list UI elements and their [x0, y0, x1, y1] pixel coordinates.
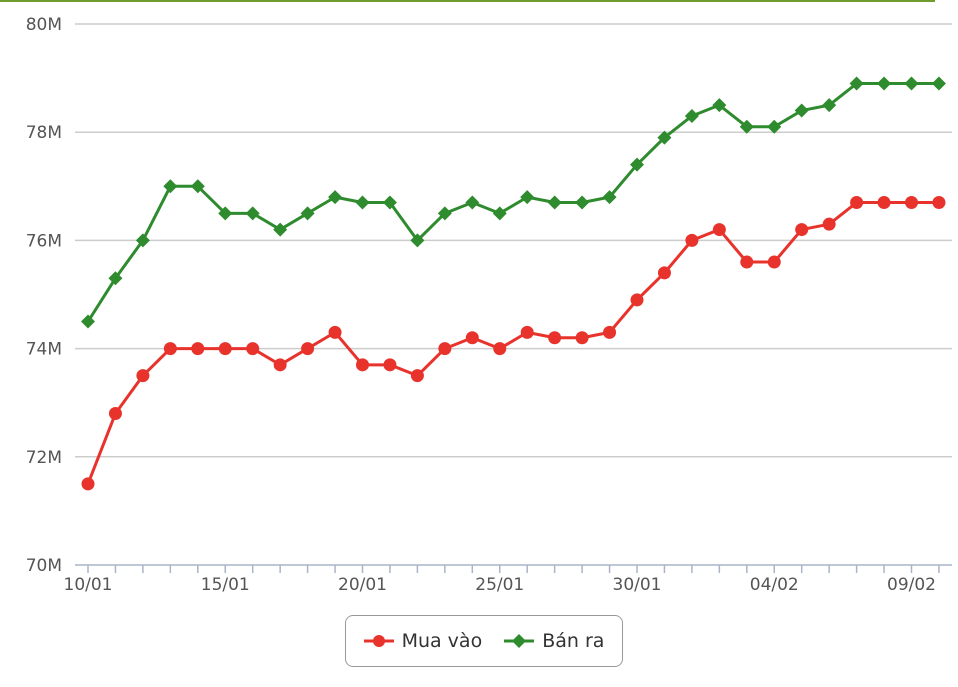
data-point: [382, 195, 397, 210]
data-point: [191, 342, 205, 356]
data-point: [547, 195, 562, 210]
data-point: [108, 271, 123, 286]
data-point: [355, 195, 370, 210]
data-point: [410, 233, 425, 248]
x-tick-label: 25/01: [475, 575, 524, 595]
legend-sell-label: Bán ra: [542, 630, 605, 652]
data-point: [245, 206, 260, 221]
data-point: [328, 190, 343, 205]
data-point: [767, 255, 781, 269]
data-point: [465, 195, 480, 210]
legend-item-buy[interactable]: Mua vào: [363, 630, 483, 652]
data-point: [822, 217, 836, 231]
data-point: [438, 342, 452, 356]
data-point: [850, 196, 864, 210]
data-point: [410, 369, 424, 383]
legend-buy-label: Mua vào: [401, 630, 483, 652]
grid-lines: [75, 23, 952, 458]
legend-sell-symbol: [504, 634, 535, 648]
data-point: [602, 190, 617, 205]
data-point: [273, 358, 287, 372]
x-tick-label: 30/01: [613, 575, 662, 595]
data-point: [218, 206, 233, 221]
y-tick-label: 72M: [26, 448, 62, 468]
data-point: [81, 314, 95, 329]
data-point: [301, 342, 315, 356]
data-point: [877, 196, 891, 210]
data-point: [931, 76, 946, 91]
data-point: [135, 233, 150, 248]
data-point: [328, 325, 342, 339]
data-point: [246, 342, 260, 356]
data-point: [108, 407, 122, 421]
chart-legend: Mua vào Bán ra: [345, 615, 623, 667]
data-point: [630, 157, 644, 172]
data-point: [136, 369, 150, 383]
data-point: [356, 358, 369, 372]
data-point: [904, 76, 919, 91]
data-point: [163, 342, 177, 356]
data-point: [437, 206, 452, 221]
y-tick-label: 70M: [26, 556, 62, 576]
series-line: [86, 82, 939, 323]
data-point: [712, 223, 726, 237]
y-tick-label: 74M: [26, 340, 62, 360]
legend-item-sell[interactable]: Bán ra: [504, 630, 604, 652]
data-point: [163, 179, 178, 194]
data-point: [767, 119, 782, 134]
y-tick-label: 76M: [26, 231, 62, 251]
data-point: [548, 331, 562, 345]
data-point: [465, 331, 479, 345]
data-point: [300, 206, 315, 221]
y-tick-label: 78M: [26, 123, 62, 143]
data-point: [905, 196, 918, 210]
data-point: [932, 196, 946, 210]
y-tick-label: 80M: [26, 15, 62, 35]
price-chart: 70M 72M 74M 76M 78M 80M 10/01 15/01 20/01 25/01 30…: [0, 0, 952, 595]
data-point: [657, 266, 671, 280]
x-tick-label: 20/01: [338, 575, 387, 595]
data-point: [739, 119, 754, 134]
data-point: [575, 331, 589, 345]
data-point: [190, 179, 205, 194]
x-tick-label: 04/02: [750, 575, 799, 595]
data-point: [684, 108, 699, 123]
data-point: [877, 76, 892, 91]
series-line: [86, 201, 939, 485]
data-point: [795, 223, 809, 237]
data-point: [630, 293, 644, 307]
data-point: [81, 477, 95, 491]
data-point: [493, 342, 507, 356]
legend-buy-symbol: [363, 635, 394, 647]
data-point: [685, 233, 699, 247]
series-buy: [81, 196, 946, 491]
data-point: [849, 76, 864, 91]
data-point: [520, 325, 534, 339]
data-point: [492, 206, 507, 221]
x-tick-label: 10/01: [64, 575, 113, 595]
data-point: [657, 130, 672, 145]
data-point: [273, 222, 288, 237]
data-point: [520, 190, 535, 205]
series-sell: [81, 76, 946, 329]
data-point: [575, 195, 590, 210]
data-point: [218, 342, 232, 356]
series-lines: [81, 76, 946, 491]
data-point: [822, 98, 837, 113]
data-point: [603, 325, 617, 339]
x-tick-label: 15/01: [201, 575, 250, 595]
x-tick-label: 09/02: [887, 575, 936, 595]
data-point: [383, 358, 397, 372]
data-point: [794, 103, 809, 118]
axes: 70M 72M 74M 76M 78M 80M 10/01 15/01 20/01 25/01 30…: [26, 15, 952, 595]
data-point: [740, 255, 754, 269]
data-point: [712, 98, 727, 113]
